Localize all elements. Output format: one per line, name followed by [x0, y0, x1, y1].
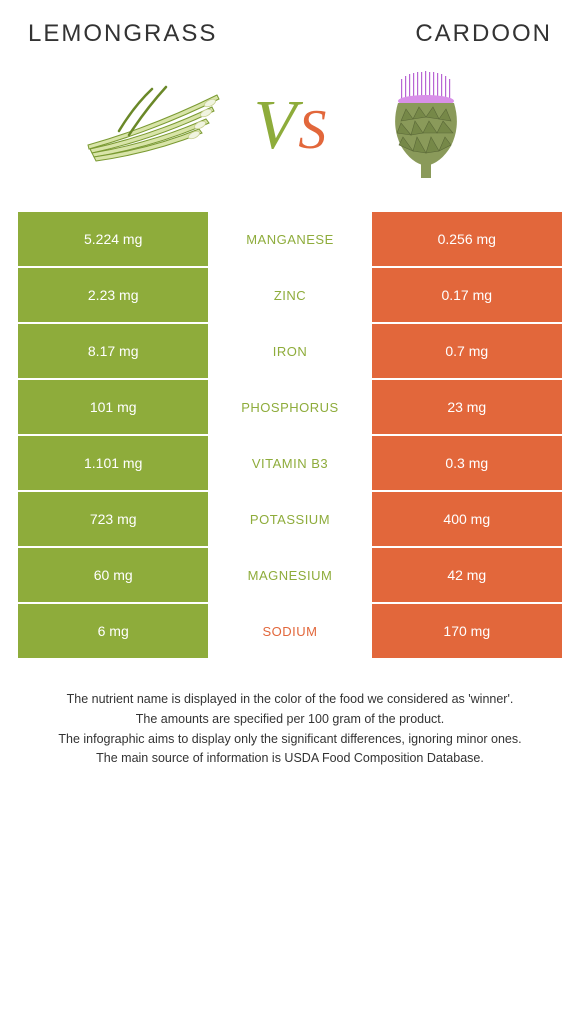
- value-left: 1.101 mg: [18, 436, 208, 490]
- cardoon-image: [356, 76, 496, 176]
- value-right: 0.256 mg: [372, 212, 562, 266]
- table-row: 2.23 mgZinc0.17 mg: [18, 268, 562, 324]
- footnote-line: The main source of information is USDA F…: [22, 749, 558, 768]
- infographic-container: Lemongrass Cardoon: [0, 0, 580, 779]
- table-row: 101 mgPhosphorus23 mg: [18, 380, 562, 436]
- table-row: 60 mgMagnesium42 mg: [18, 548, 562, 604]
- value-left: 8.17 mg: [18, 324, 208, 378]
- nutrient-name: Magnesium: [208, 548, 371, 602]
- value-right: 0.7 mg: [372, 324, 562, 378]
- table-row: 5.224 mgManganese0.256 mg: [18, 212, 562, 268]
- footnote: The nutrient name is displayed in the co…: [18, 690, 562, 768]
- value-right: 42 mg: [372, 548, 562, 602]
- table-row: 1.101 mgVitamin B30.3 mg: [18, 436, 562, 492]
- value-left: 60 mg: [18, 548, 208, 602]
- nutrient-name: Vitamin B3: [208, 436, 371, 490]
- vs-row: V S: [18, 76, 562, 176]
- value-left: 723 mg: [18, 492, 208, 546]
- vs-s: S: [298, 98, 326, 162]
- table-row: 6 mgSodium170 mg: [18, 604, 562, 660]
- title-left: Lemongrass: [28, 20, 217, 48]
- footnote-line: The nutrient name is displayed in the co…: [22, 690, 558, 709]
- value-right: 0.3 mg: [372, 436, 562, 490]
- title-right: Cardoon: [415, 20, 552, 48]
- nutrient-name: Manganese: [208, 212, 371, 266]
- footnote-line: The amounts are specified per 100 gram o…: [22, 710, 558, 729]
- value-right: 170 mg: [372, 604, 562, 658]
- value-left: 101 mg: [18, 380, 208, 434]
- comparison-table: 5.224 mgManganese0.256 mg2.23 mgZinc0.17…: [18, 212, 562, 660]
- lemongrass-image: [84, 76, 224, 176]
- value-left: 2.23 mg: [18, 268, 208, 322]
- nutrient-name: Sodium: [208, 604, 371, 658]
- table-row: 8.17 mgIron0.7 mg: [18, 324, 562, 380]
- nutrient-name: Potassium: [208, 492, 371, 546]
- vs-label: V S: [254, 86, 327, 166]
- table-row: 723 mgPotassium400 mg: [18, 492, 562, 548]
- value-left: 5.224 mg: [18, 212, 208, 266]
- vs-v: V: [254, 86, 297, 166]
- nutrient-name: Zinc: [208, 268, 371, 322]
- value-right: 0.17 mg: [372, 268, 562, 322]
- value-right: 400 mg: [372, 492, 562, 546]
- value-right: 23 mg: [372, 380, 562, 434]
- nutrient-name: Iron: [208, 324, 371, 378]
- titles-row: Lemongrass Cardoon: [18, 20, 562, 48]
- footnote-line: The infographic aims to display only the…: [22, 730, 558, 749]
- nutrient-name: Phosphorus: [208, 380, 371, 434]
- value-left: 6 mg: [18, 604, 208, 658]
